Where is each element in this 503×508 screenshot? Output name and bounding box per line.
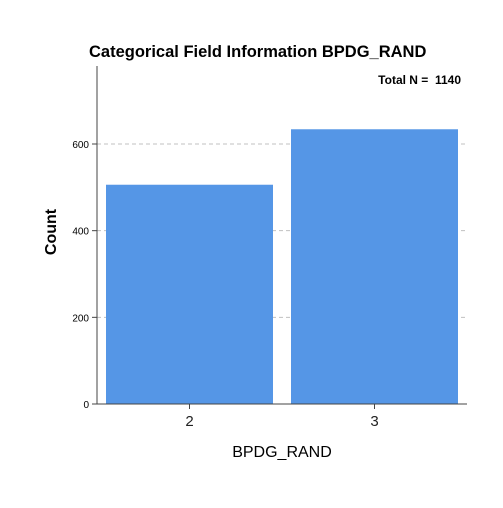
y-axis-label: Count — [43, 208, 60, 255]
y-tick-label: 400 — [72, 227, 89, 238]
y-tick-label: 0 — [83, 400, 89, 411]
x-axis-label: BPDG_RAND — [232, 444, 332, 461]
bars — [106, 129, 458, 404]
x-tick-label: 2 — [185, 413, 193, 430]
chart-title: Categorical Field Information BPDG_RAND — [89, 43, 426, 61]
y-axis-ticks: 0 200 400 600 — [72, 140, 97, 411]
y-tick-label: 200 — [72, 313, 89, 324]
axes — [96, 66, 467, 405]
bar-3 — [291, 129, 458, 404]
bar-2 — [106, 184, 273, 404]
x-tick-label: 3 — [370, 413, 378, 430]
total-n-annotation: Total N = 1140 — [378, 73, 461, 87]
y-tick-label: 600 — [72, 140, 89, 151]
